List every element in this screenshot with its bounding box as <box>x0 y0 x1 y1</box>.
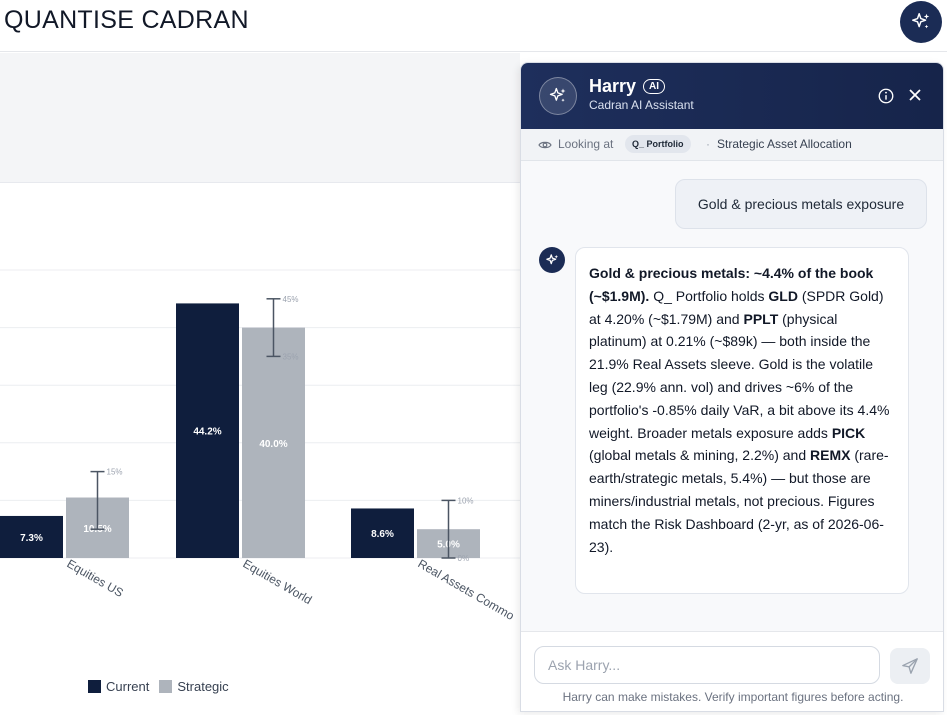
response-text: Q_ Portfolio holds <box>649 287 769 304</box>
context-page: Strategic Asset Allocation <box>717 137 852 151</box>
composer: Harry can make mistakes. Verify importan… <box>521 631 943 711</box>
bar-current <box>176 303 239 558</box>
response-text: (physical platinum) at 0.21% (~$89k) — b… <box>589 310 890 441</box>
allocation-chart: 7.3%10.5%15%Equities US44.2%40.0%45%35%E… <box>0 184 520 715</box>
portfolio-chip[interactable]: Q_ Portfolio <box>625 135 691 153</box>
bar-strategic <box>242 327 305 558</box>
legend-swatch-current <box>88 680 101 693</box>
ai-badge: AI <box>643 79 665 94</box>
assistant-header: Harry AI Cadran AI Assistant <box>521 63 943 129</box>
category-label: Equities World <box>241 556 315 607</box>
ask-input[interactable] <box>534 646 880 684</box>
range-label-low: 0% <box>458 554 470 563</box>
context-bar: Looking at Q_ Portfolio · Strategic Asse… <box>521 129 943 161</box>
sparkle-icon <box>912 13 930 29</box>
legend-item-strategic: Strategic <box>159 679 229 694</box>
bar-current <box>0 515 63 558</box>
response-bold-text: GLD <box>768 287 798 304</box>
assistant-panel: Harry AI Cadran AI Assistant Looking at … <box>520 62 944 712</box>
assistant-response: Gold & precious metals: ~4.4% of the boo… <box>575 247 909 594</box>
legend-label-current: Current <box>106 679 150 694</box>
category-label: Equities US <box>65 556 126 599</box>
range-label-high: 15% <box>107 468 123 477</box>
response-text: (SPDR Gold) at 4.20% (~$1.79M) and <box>589 287 884 327</box>
content-header-area <box>0 53 520 183</box>
data-label: 44.2% <box>193 427 221 438</box>
bar-current <box>351 508 414 558</box>
close-icon[interactable] <box>905 85 925 105</box>
response-text: (rare-earth/strategic metals, 5.4%) — bu… <box>589 447 889 555</box>
sparkle-icon <box>545 253 558 264</box>
chart-legend: Current Strategic <box>88 679 233 694</box>
range-label-high: 10% <box>458 496 474 505</box>
disclaimer: Harry can make mistakes. Verify importan… <box>562 690 904 704</box>
legend-item-current: Current <box>88 679 149 694</box>
eye-icon <box>538 141 552 149</box>
response-bold-text: REMX <box>810 447 851 464</box>
legend-swatch-strategic <box>159 680 173 693</box>
allocation-chart-svg: 7.3%10.5%15%Equities US44.2%40.0%45%35%E… <box>0 269 520 623</box>
response-bold-text: PICK <box>831 424 866 441</box>
response-text: (global metals & mining, 2.2%) and <box>589 447 810 464</box>
bot-avatar <box>539 247 565 273</box>
range-label-high: 45% <box>283 295 299 304</box>
app-title: QUANTISE CADRAN <box>4 6 249 34</box>
assistant-name: Harry <box>589 76 637 96</box>
send-button[interactable] <box>890 648 930 684</box>
assistant-subtitle: Cadran AI Assistant <box>589 98 694 112</box>
legend-label-strategic: Strategic <box>177 679 229 694</box>
context-separator: · <box>706 137 710 151</box>
info-icon[interactable] <box>877 87 895 105</box>
data-label: 40.0% <box>259 439 287 450</box>
context-label: Looking at <box>558 137 614 151</box>
sparkle-icon <box>549 87 566 102</box>
assistant-avatar <box>539 77 577 115</box>
data-label: 7.3% <box>20 533 43 544</box>
response-bold-text: Gold & precious metals: ~4.4% of the boo… <box>589 265 874 304</box>
response-bold-text: PPLT <box>743 310 779 327</box>
range-label-low: 35% <box>283 352 299 361</box>
category-label: Real Assets Commo <box>416 556 517 623</box>
send-icon <box>902 658 918 674</box>
top-bar: QUANTISE CADRAN <box>0 0 947 52</box>
open-assistant-button[interactable] <box>900 1 942 43</box>
user-message: Gold & precious metals exposure <box>675 179 927 229</box>
data-label: 8.6% <box>371 529 394 540</box>
